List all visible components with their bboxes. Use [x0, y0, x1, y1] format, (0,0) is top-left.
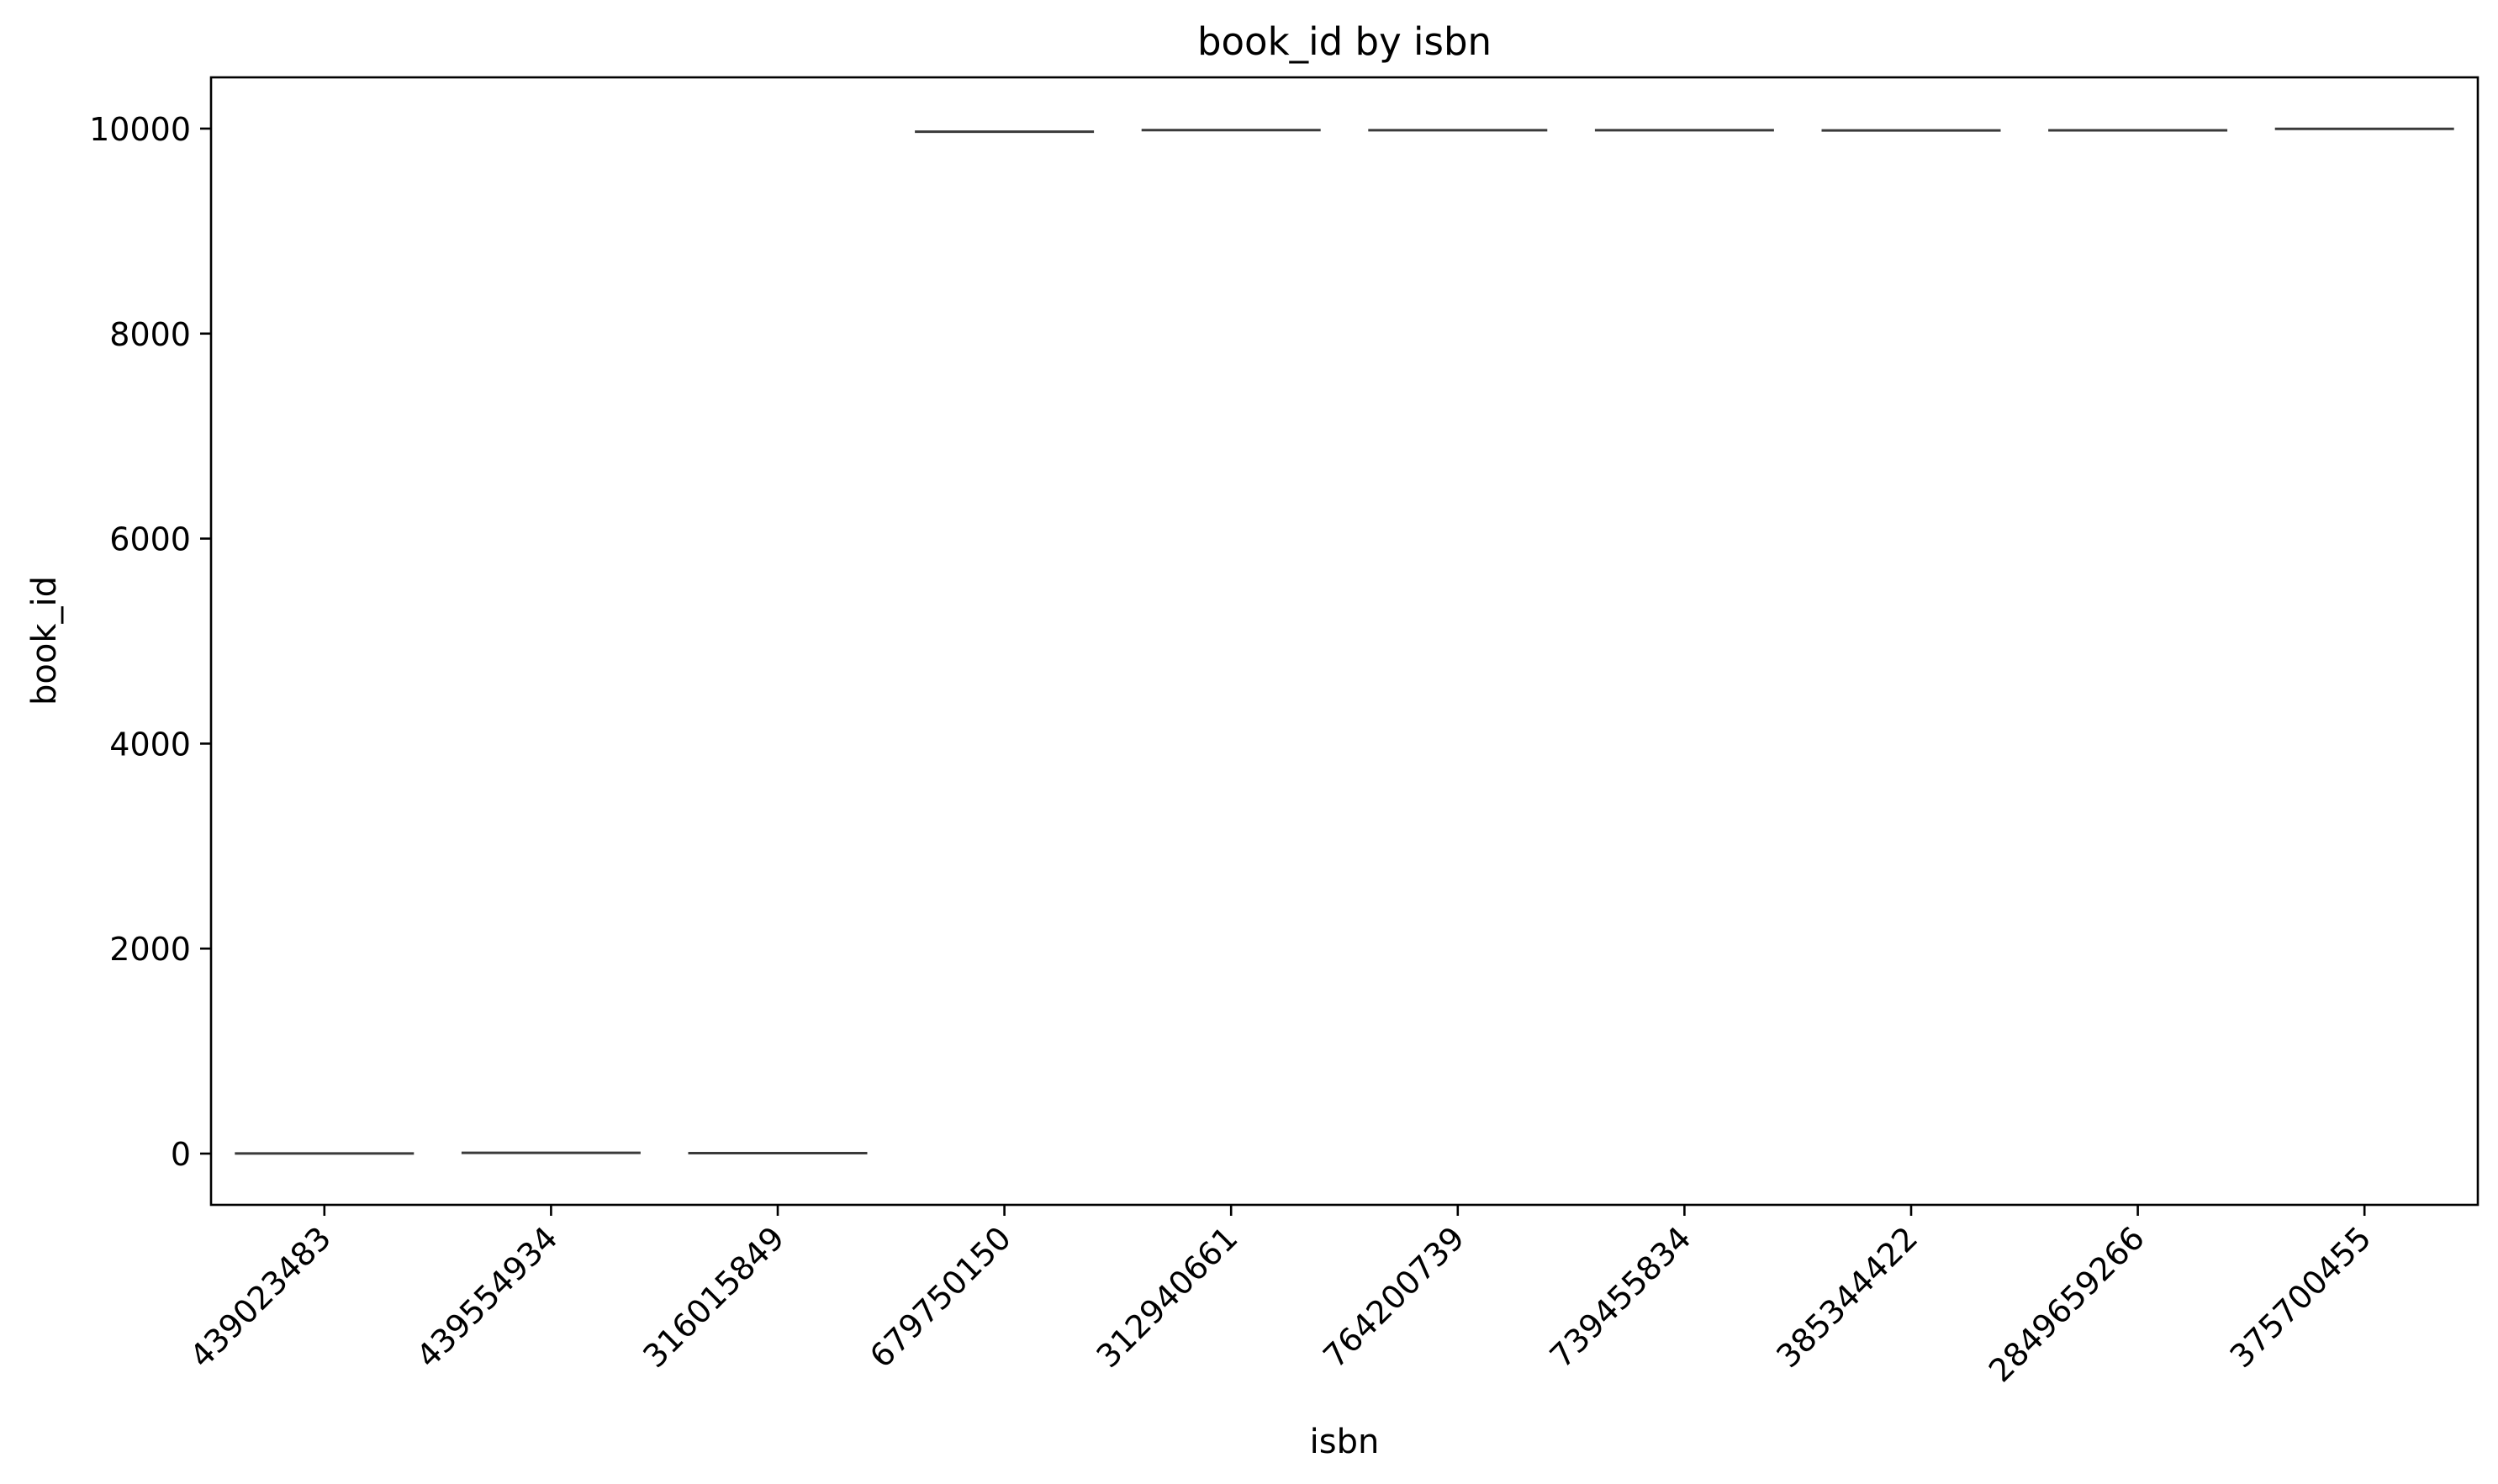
y-axis-label: book_id [25, 576, 64, 705]
x-tick-label: 2849659266 [1982, 1219, 2152, 1389]
x-tick-label: 312940661 [1090, 1219, 1245, 1375]
x-tick-label: 764200739 [1316, 1219, 1471, 1375]
y-axis: 0 2000 4000 6000 8000 10000 [89, 111, 211, 1173]
plot-frame [209, 76, 2480, 1207]
y-tick-label: 0 [171, 1136, 191, 1173]
y-tick-label: 4000 [109, 726, 191, 763]
y-tick-label: 2000 [109, 931, 191, 968]
x-tick-label: 316015849 [636, 1219, 791, 1375]
y-tick-label: 6000 [109, 521, 191, 558]
x-axis-label: isbn [1310, 1423, 1380, 1461]
x-tick-label: 375700455 [2223, 1219, 2379, 1375]
y-tick-label: 10000 [89, 111, 191, 148]
x-axis: 439023483 439554934 316015849 679750150 3129… [182, 1205, 2379, 1389]
x-tick-label: 679750150 [863, 1219, 1018, 1375]
median-lines [235, 127, 2454, 1155]
x-tick-label: 385344422 [1769, 1219, 1925, 1375]
chart-title: book_id by isbn [1197, 19, 1492, 64]
y-tick-label: 8000 [109, 316, 191, 353]
x-tick-label: 439554934 [409, 1219, 565, 1375]
x-tick-label: 739455834 [1543, 1219, 1698, 1375]
x-tick-label: 439023483 [182, 1219, 338, 1375]
